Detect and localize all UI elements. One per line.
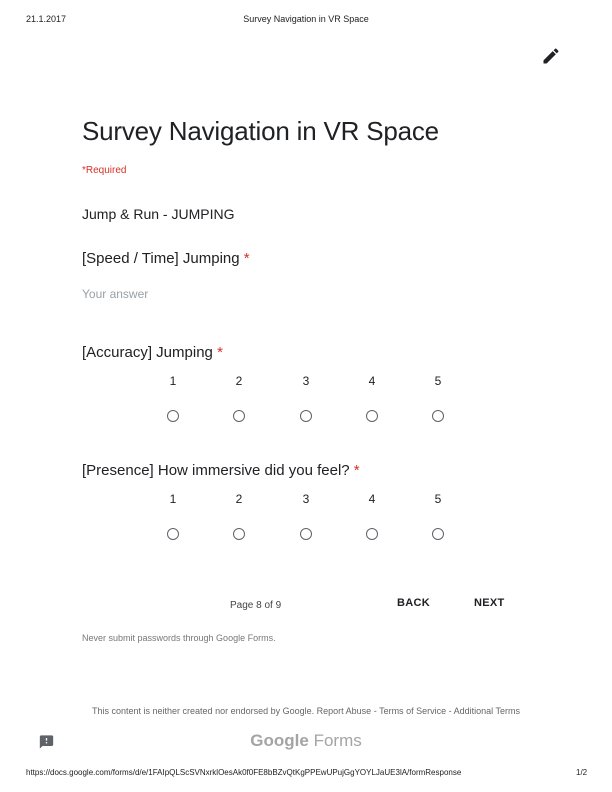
section-title: Jump & Run - JUMPING (82, 206, 235, 222)
scale-label: 4 (368, 374, 376, 388)
question-label: [Presence] How immersive did you feel? (82, 462, 350, 479)
accuracy-radio-3[interactable] (300, 410, 312, 422)
print-page-title: Survey Navigation in VR Space (243, 14, 369, 24)
feedback-icon[interactable] (38, 734, 55, 750)
presence-radio-3[interactable] (300, 528, 312, 540)
separator: - (448, 706, 452, 716)
print-url: https://docs.google.com/forms/d/e/1FAIpQ… (26, 768, 462, 777)
scale-label: 1 (169, 374, 177, 388)
password-warning: Never submit passwords through Google Fo… (82, 633, 276, 643)
separator: - (373, 706, 377, 716)
disclaimer-text: This content is neither created nor endo… (92, 706, 315, 716)
question-presence-title: [Presence] How immersive did you feel? * (82, 462, 360, 479)
accuracy-radio-4[interactable] (366, 410, 378, 422)
google-forms-logo: Google Forms (0, 731, 612, 751)
print-page-number: 1/2 (576, 768, 588, 777)
terms-of-service-link[interactable]: Terms of Service (379, 706, 447, 716)
next-button[interactable]: NEXT (474, 597, 505, 609)
question-speed-time-title: [Speed / Time] Jumping * (82, 250, 250, 267)
required-star: * (243, 250, 250, 267)
brand-forms: Forms (313, 731, 362, 750)
scale-label: 5 (434, 374, 442, 388)
presence-radio-4[interactable] (366, 528, 378, 540)
required-star: * (217, 344, 223, 361)
scale-label: 3 (302, 374, 310, 388)
report-abuse-link[interactable]: Report Abuse (316, 706, 372, 716)
scale-label: 3 (302, 492, 310, 506)
disclaimer: This content is neither created nor endo… (0, 706, 612, 716)
question-label: [Accuracy] Jumping (82, 344, 213, 361)
pencil-icon[interactable] (541, 46, 561, 66)
back-button[interactable]: BACK (397, 597, 430, 609)
presence-radio-1[interactable] (167, 528, 179, 540)
scale-label: 4 (368, 492, 376, 506)
accuracy-radio-2[interactable] (233, 410, 245, 422)
question-label: [Speed / Time] Jumping (82, 250, 240, 267)
brand-google: Google (250, 731, 309, 750)
scale-label: 2 (235, 374, 243, 388)
question-accuracy-title: [Accuracy] Jumping * (82, 344, 223, 361)
required-star: * (353, 462, 360, 479)
accuracy-radio-5[interactable] (432, 410, 444, 422)
speed-time-answer-input[interactable] (82, 284, 382, 304)
additional-terms-link[interactable]: Additional Terms (453, 706, 520, 716)
presence-radio-5[interactable] (432, 528, 444, 540)
accuracy-radio-1[interactable] (167, 410, 179, 422)
form-title: Survey Navigation in VR Space (82, 116, 439, 146)
scale-label: 2 (235, 492, 243, 506)
print-date: 21.1.2017 (26, 14, 67, 24)
scale-label: 1 (169, 492, 177, 506)
scale-label: 5 (434, 492, 442, 506)
page-indicator: Page 8 of 9 (230, 600, 282, 611)
required-note: *Required (82, 165, 127, 176)
presence-radio-2[interactable] (233, 528, 245, 540)
